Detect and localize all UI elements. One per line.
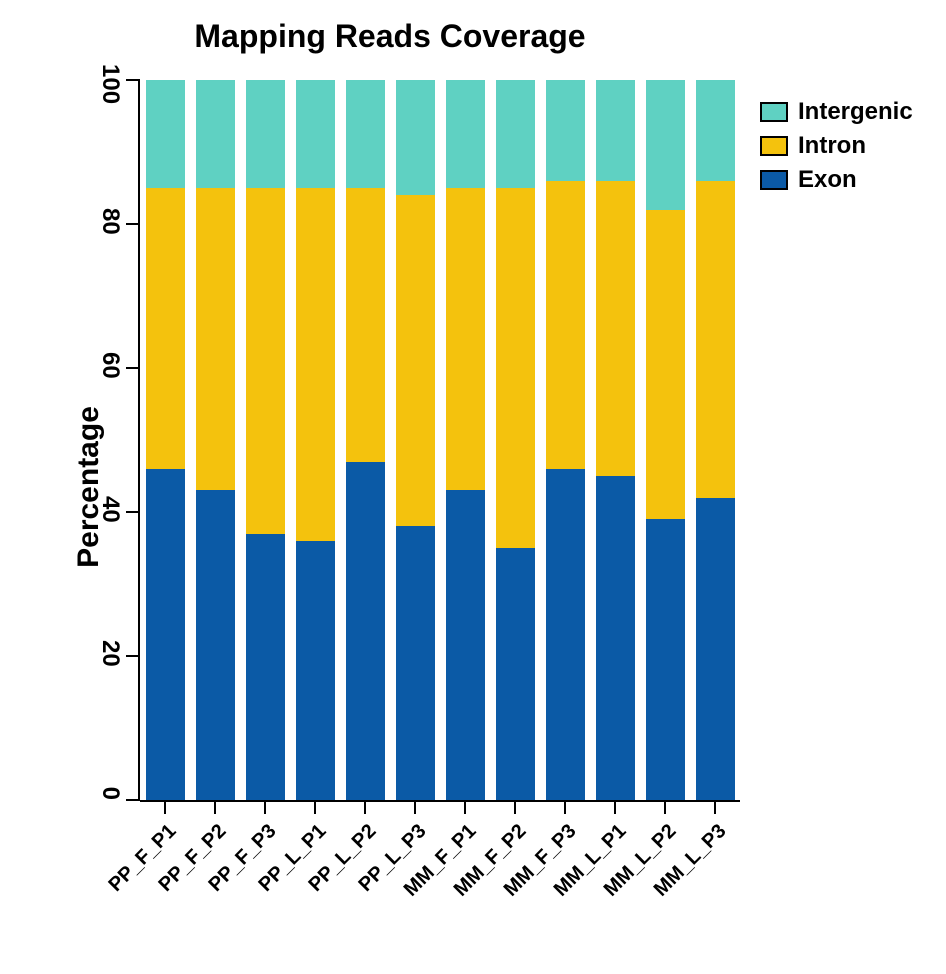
plot-area (140, 80, 740, 800)
segment-intron (296, 188, 335, 541)
segment-intergenic (246, 80, 285, 188)
segment-intron (396, 195, 435, 526)
segment-exon (496, 548, 535, 800)
bar-PP_F_P3 (240, 80, 290, 800)
legend-item-exon: Exon (760, 166, 913, 194)
chart-container: Mapping Reads Coverage Percentage 0 20 40 6… (0, 0, 946, 974)
legend-swatch (760, 136, 788, 156)
segment-exon (546, 469, 585, 800)
bar-PP_L_P1 (290, 80, 340, 800)
y-tick (126, 79, 140, 81)
segment-intergenic (146, 80, 185, 188)
segment-exon (696, 498, 735, 800)
bar-MM_F_P3 (540, 80, 590, 800)
bar-MM_L_P1 (590, 80, 640, 800)
legend-item-intergenic: Intergenic (760, 98, 913, 126)
segment-exon (196, 490, 235, 800)
x-tick (564, 802, 566, 814)
x-tick (664, 802, 666, 814)
segment-intron (196, 188, 235, 490)
segment-intron (596, 181, 635, 476)
y-tick (126, 511, 140, 513)
bar-MM_F_P2 (490, 80, 540, 800)
segment-intron (346, 188, 385, 462)
x-tick (164, 802, 166, 814)
segment-intergenic (596, 80, 635, 181)
y-tick-label: 80 (96, 208, 124, 224)
segment-intron (646, 210, 685, 520)
segment-intergenic (646, 80, 685, 210)
bar-MM_L_P2 (640, 80, 690, 800)
x-tick (264, 802, 266, 814)
y-axis-label: Percentage (72, 406, 106, 568)
x-tick (214, 802, 216, 814)
legend: Intergenic Intron Exon (760, 98, 913, 200)
segment-exon (246, 534, 285, 800)
legend-item-intron: Intron (760, 132, 913, 160)
y-tick-label: 60 (96, 352, 124, 368)
y-tick-label: 20 (96, 640, 124, 656)
segment-intron (696, 181, 735, 498)
y-tick (126, 655, 140, 657)
y-tick (126, 799, 140, 801)
x-tick (314, 802, 316, 814)
segment-exon (446, 490, 485, 800)
segment-intron (146, 188, 185, 469)
x-tick (364, 802, 366, 814)
y-tick (126, 223, 140, 225)
segment-exon (646, 519, 685, 800)
y-tick-label: 100 (96, 64, 124, 80)
x-tick (514, 802, 516, 814)
bar-MM_L_P3 (690, 80, 740, 800)
x-tick (464, 802, 466, 814)
segment-intergenic (496, 80, 535, 188)
bar-MM_F_P1 (440, 80, 490, 800)
legend-swatch (760, 102, 788, 122)
x-tick (614, 802, 616, 814)
segment-intergenic (696, 80, 735, 181)
bar-PP_L_P2 (340, 80, 390, 800)
legend-label: Exon (798, 166, 857, 194)
y-tick (126, 367, 140, 369)
segment-exon (596, 476, 635, 800)
segment-intergenic (196, 80, 235, 188)
legend-label: Intron (798, 132, 866, 160)
segment-exon (146, 469, 185, 800)
x-tick (414, 802, 416, 814)
segment-intergenic (346, 80, 385, 188)
legend-swatch (760, 170, 788, 190)
legend-label: Intergenic (798, 98, 913, 126)
segment-intron (246, 188, 285, 534)
segment-intergenic (396, 80, 435, 195)
segment-intron (446, 188, 485, 490)
bar-PP_F_P2 (190, 80, 240, 800)
segment-intron (546, 181, 585, 469)
x-axis-line (140, 800, 740, 802)
segment-intergenic (546, 80, 585, 181)
chart-title: Mapping Reads Coverage (0, 18, 780, 55)
y-tick-label: 40 (96, 496, 124, 512)
segment-intergenic (446, 80, 485, 188)
y-tick-label: 0 (96, 784, 124, 800)
bar-PP_L_P3 (390, 80, 440, 800)
segment-intron (496, 188, 535, 548)
segment-intergenic (296, 80, 335, 188)
x-tick (714, 802, 716, 814)
segment-exon (396, 526, 435, 800)
bar-PP_F_P1 (140, 80, 190, 800)
segment-exon (296, 541, 335, 800)
segment-exon (346, 462, 385, 800)
